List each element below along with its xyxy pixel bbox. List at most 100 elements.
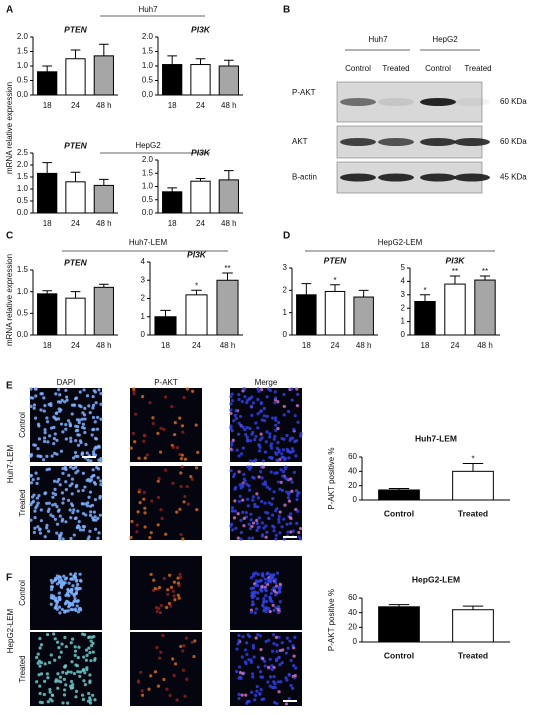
- cell: [89, 510, 93, 514]
- column-header: Merge: [255, 378, 278, 387]
- cell: [292, 470, 297, 474]
- cell: [283, 503, 287, 507]
- cell: [88, 410, 92, 415]
- cell: [78, 674, 82, 678]
- cell: [66, 419, 71, 423]
- cell: [64, 427, 68, 431]
- panel-label: C: [6, 231, 13, 242]
- cell: [58, 675, 63, 679]
- cell: [284, 702, 289, 706]
- cell: [276, 607, 280, 611]
- cell: [233, 509, 238, 513]
- y-tick-label: 0.5: [142, 195, 154, 204]
- cell: [142, 490, 146, 495]
- cell: [159, 426, 163, 430]
- cell: [255, 518, 259, 523]
- cell: [53, 502, 57, 506]
- cell: [286, 646, 290, 650]
- cell: [279, 480, 283, 484]
- cell: [266, 665, 271, 669]
- cell: [38, 691, 42, 696]
- band: [340, 173, 376, 182]
- cell: [68, 421, 72, 426]
- cell: [240, 400, 244, 404]
- cell: [242, 472, 246, 476]
- cell: [238, 494, 242, 498]
- cell: [78, 572, 82, 576]
- cell: [183, 694, 187, 698]
- cell: [231, 528, 235, 532]
- cell: [275, 657, 279, 662]
- chart-title: HepG2-LEM: [412, 574, 460, 584]
- cell: [180, 453, 184, 457]
- cell: [274, 416, 278, 420]
- row-label: Control: [18, 412, 27, 438]
- cell: [47, 661, 52, 665]
- cell: [74, 590, 79, 595]
- significance: **: [482, 267, 488, 276]
- cell: [181, 649, 185, 653]
- cell: [53, 658, 57, 662]
- cell: [262, 406, 266, 411]
- error-bar: [167, 187, 177, 192]
- cell: [292, 663, 296, 668]
- y-tick-label: 1.0: [17, 287, 29, 296]
- cell: [246, 439, 250, 443]
- cell-line-label: HepG2-LEM: [6, 608, 15, 653]
- cell: [185, 677, 189, 681]
- cell: [89, 659, 93, 663]
- cell: [256, 591, 260, 595]
- cell: [73, 653, 77, 658]
- cell: [73, 450, 78, 455]
- cell: [275, 571, 280, 575]
- cell: [277, 450, 281, 454]
- cell: [285, 636, 289, 640]
- cell: [94, 527, 98, 531]
- bar: [218, 65, 239, 96]
- cell: [244, 433, 248, 437]
- panel-label: F: [6, 573, 12, 584]
- bar: [65, 58, 86, 96]
- cell: [30, 500, 34, 505]
- cell: [237, 470, 241, 474]
- cell: [295, 387, 299, 391]
- y-tick-label: 2: [283, 285, 288, 294]
- cell: [52, 442, 56, 446]
- cell: [234, 409, 238, 413]
- cell: [69, 536, 73, 541]
- bar: [296, 294, 317, 336]
- cell: [287, 672, 291, 677]
- x-tick-label: 24: [192, 341, 201, 350]
- cell: [264, 594, 268, 598]
- cell: [68, 684, 73, 688]
- band: [378, 173, 414, 182]
- cell: [260, 436, 264, 440]
- cell: [182, 643, 186, 648]
- cell: [274, 537, 278, 541]
- chart-title: PTEN: [64, 24, 88, 34]
- cell: [191, 389, 195, 393]
- cell: [69, 641, 73, 645]
- cell: [64, 520, 68, 524]
- y-tick-label: 20: [348, 481, 357, 490]
- cell: [280, 661, 284, 665]
- cell: [95, 427, 100, 431]
- cell: [42, 692, 46, 697]
- cell: [84, 648, 89, 652]
- y-tick-label: 0.0: [142, 208, 154, 217]
- cell: [39, 672, 44, 676]
- bar: [452, 470, 494, 501]
- blot-row-label: B-actin: [292, 173, 317, 182]
- cell: [55, 505, 59, 509]
- cell: [173, 432, 177, 437]
- micrograph: [130, 466, 202, 540]
- x-tick-label: 48 h: [96, 101, 112, 110]
- cell: [237, 633, 241, 638]
- cell: [64, 437, 68, 441]
- cell: [142, 497, 146, 501]
- cell: [92, 480, 97, 485]
- micrograph: [30, 466, 102, 540]
- cell: [229, 469, 233, 473]
- cell: [129, 535, 133, 540]
